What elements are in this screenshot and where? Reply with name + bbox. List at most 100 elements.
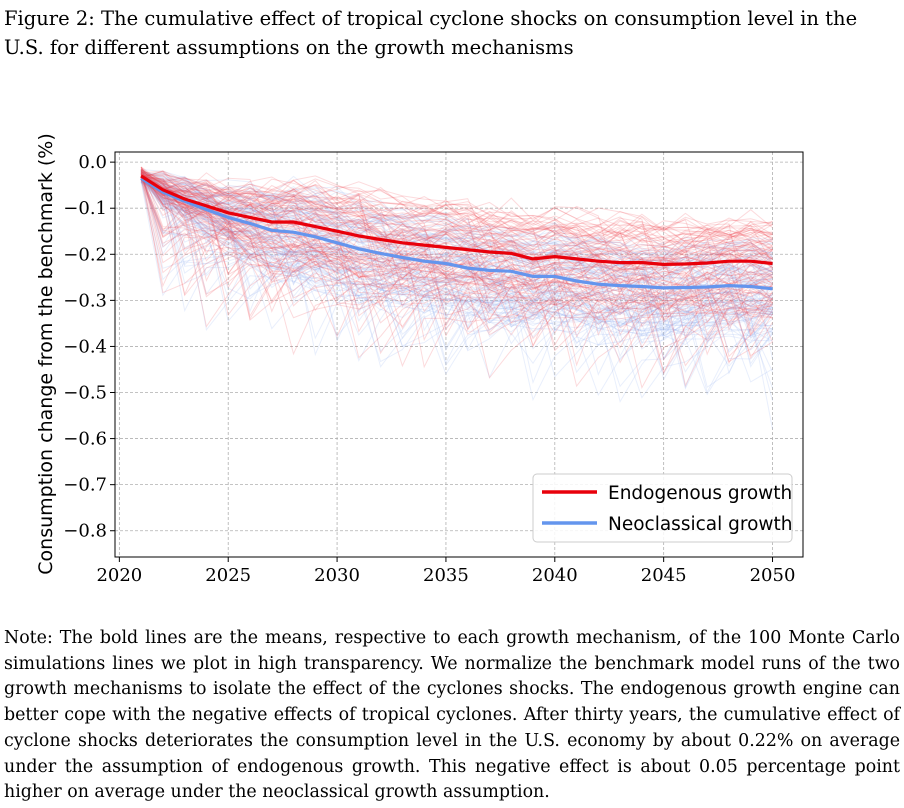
simulation-run-line: [140, 171, 773, 288]
simulation-run-line: [141, 171, 773, 272]
simulation-run-line: [140, 170, 773, 263]
simulation-run-line: [140, 171, 773, 379]
simulation-run-line: [140, 181, 773, 343]
mean-line-neoclassical: [140, 176, 773, 291]
y-tick-label: −0.7: [63, 475, 107, 496]
simulation-run-line: [140, 177, 773, 267]
figure-caption: Figure 2: The cumulative effect of tropi…: [4, 7, 858, 59]
simulation-run-line: [140, 180, 773, 397]
simulation-run-line: [141, 172, 773, 263]
simulation-run-line: [141, 171, 773, 263]
simulation-run-line: [140, 180, 773, 264]
simulation-run-line: [140, 170, 773, 351]
simulation-run-line: [140, 169, 773, 337]
consumption-chart: 2020 2025 2030 2035 2040 2045 2050 0.0 −0.1 −0.2…: [35, 133, 804, 586]
x-tick-label: 2050: [750, 565, 796, 586]
simulation-run-line: [140, 170, 773, 289]
legend-label-neoclassical: Neoclassical growth: [608, 514, 793, 535]
simulation-run-line: [141, 177, 773, 331]
simulation-run-line: [140, 176, 773, 278]
simulation-run-line: [140, 179, 773, 430]
simulation-run-line: [140, 169, 773, 342]
simulation-run-line: [140, 173, 773, 332]
simulation-run-line: [140, 170, 773, 362]
simulation-run-line: [140, 171, 773, 328]
simulation-run-line: [140, 173, 773, 344]
simulation-run-line: [140, 181, 773, 361]
simulation-run-line: [140, 173, 773, 343]
simulation-run-line: [140, 179, 773, 276]
simulation-run-line: [141, 175, 773, 318]
y-tick-label: −0.1: [63, 198, 107, 219]
simulation-run-line: [140, 169, 773, 357]
simulation-run-line: [140, 170, 773, 363]
simulation-run-line: [140, 179, 773, 333]
simulation-run-line: [140, 169, 773, 337]
y-tick-label: −0.3: [63, 290, 107, 311]
simulation-run-line: [140, 168, 773, 284]
simulation-run-line: [140, 170, 773, 314]
simulation-run-line: [140, 181, 773, 320]
simulation-run-line: [140, 179, 773, 332]
simulation-run-line: [140, 174, 773, 338]
y-tick-label: 0.0: [78, 152, 107, 173]
simulation-run-line: [140, 172, 773, 336]
simulation-run-line: [140, 180, 773, 294]
simulation-run-line: [141, 174, 773, 239]
simulation-run-line: [140, 168, 773, 319]
simulation-run-line: [141, 170, 773, 279]
simulation-run-line: [140, 172, 773, 339]
simulation-run-line: [140, 166, 773, 315]
simulation-run-line: [141, 175, 773, 235]
simulation-run-line: [140, 166, 773, 359]
simulation-run-line: [140, 172, 773, 360]
simulation-run-line: [140, 178, 773, 304]
simulation-run-line: [140, 178, 773, 265]
simulation-run-line: [140, 175, 773, 302]
simulation-run-line: [140, 175, 773, 338]
simulation-run-line: [140, 180, 773, 403]
simulation-run-line: [140, 173, 773, 317]
simulation-run-line: [140, 170, 773, 389]
simulation-run-line: [140, 171, 773, 321]
simulation-run-line: [140, 174, 773, 331]
simulation-run-line: [140, 179, 773, 353]
simulation-run-line: [140, 177, 773, 338]
simulation-run-line: [140, 175, 773, 351]
simulation-run-line: [141, 178, 773, 361]
simulation-run-line: [140, 177, 773, 347]
plot-frame: [114, 151, 804, 558]
simulation-run-line: [140, 170, 773, 236]
simulation-run-line: [140, 169, 773, 331]
simulation-run-line: [140, 173, 773, 368]
y-tick-label: −0.2: [63, 244, 107, 265]
simulation-run-line: [140, 177, 773, 306]
legend: Endogenous growth Neoclassical growth: [532, 473, 793, 543]
simulation-run-line: [140, 169, 773, 246]
simulation-run-line: [140, 178, 773, 327]
x-tick-label: 2025: [205, 565, 251, 586]
simulation-run-line: [140, 177, 773, 390]
legend-box: [532, 473, 793, 543]
simulation-run-line: [140, 177, 773, 330]
y-tick-label: −0.6: [63, 429, 107, 450]
simulation-run-line: [140, 177, 773, 336]
simulation-run-line: [140, 171, 773, 357]
simulation-run-line: [141, 174, 773, 298]
simulation-run-line: [141, 173, 773, 286]
simulation-run-line: [140, 178, 773, 383]
simulation-run-line: [140, 170, 773, 373]
simulation-run-line: [140, 179, 773, 313]
simulation-lines: [140, 166, 773, 430]
simulation-run-line: [140, 173, 773, 271]
simulation-run-line: [140, 176, 773, 340]
simulation-run-line: [140, 169, 773, 293]
simulation-run-line: [140, 180, 773, 396]
simulation-run-line: [140, 174, 773, 347]
simulation-run-line: [141, 178, 773, 310]
mean-line-endogenous: [140, 174, 773, 266]
y-tick-label: −0.4: [63, 336, 107, 357]
simulation-run-line: [140, 170, 773, 361]
simulation-run-line: [140, 175, 773, 355]
simulation-run-line: [140, 166, 773, 349]
